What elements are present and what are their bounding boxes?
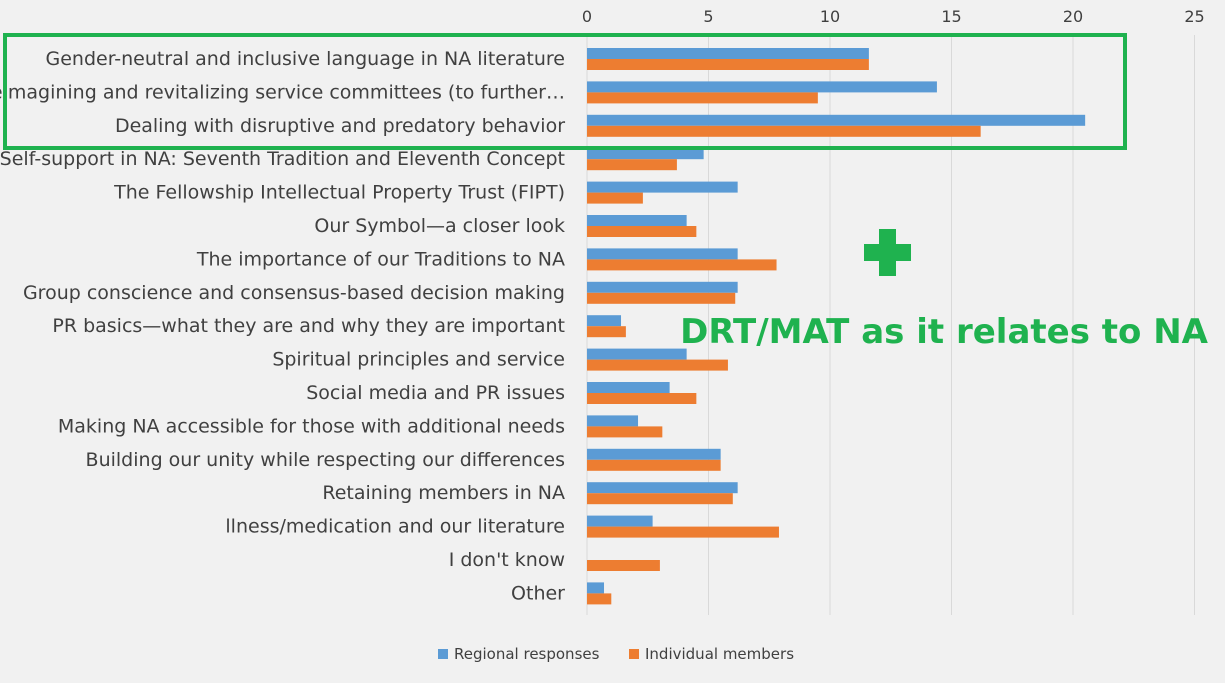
- x-axis-ticks: 0 5 10 15 20 25: [582, 7, 1205, 26]
- bars: [587, 48, 1086, 605]
- category-label: I don't know: [449, 549, 565, 571]
- bar-individual: [587, 459, 721, 471]
- bar-individual: [587, 526, 779, 538]
- bar-regional: [587, 148, 704, 160]
- bar-regional: [587, 114, 1086, 126]
- bar-regional: [587, 315, 622, 327]
- bar-individual: [587, 359, 728, 371]
- bar-individual: [587, 259, 777, 271]
- highlight-box: [3, 33, 1127, 150]
- annotation-text: DRT/MAT as it relates to NA: [680, 312, 1209, 352]
- legend-label: Regional responses: [454, 645, 600, 663]
- bar-regional: [587, 448, 721, 460]
- bar-individual: [587, 59, 869, 70]
- legend-swatch: [629, 649, 639, 659]
- category-label: Self-support in NA: Seventh Tradition an…: [0, 148, 565, 170]
- category-label: Other: [511, 582, 565, 604]
- category-label: Social media and PR issues: [306, 382, 565, 404]
- bar-regional: [587, 281, 738, 293]
- bar-individual: [587, 292, 736, 304]
- x-tick-label: 15: [941, 7, 961, 26]
- bar-individual: [587, 393, 697, 404]
- category-label: Dealing with disruptive and predatory be…: [115, 115, 565, 137]
- bar-individual: [587, 92, 818, 104]
- bar-regional: [587, 482, 738, 494]
- bar-individual: [587, 226, 697, 237]
- bar-individual: [587, 192, 643, 204]
- category-label: The Fellowship Intellectual Property Tru…: [113, 182, 565, 204]
- bar-regional: [587, 81, 937, 93]
- bar-individual: [587, 426, 663, 438]
- bar-regional: [587, 515, 653, 527]
- bar-regional: [587, 348, 687, 360]
- category-label: Group conscience and consensus-based dec…: [23, 282, 565, 304]
- category-label: Building our unity while respecting our …: [86, 449, 565, 471]
- x-tick-label: 10: [820, 7, 840, 26]
- bar-regional: [587, 382, 670, 393]
- bar-regional: [587, 582, 605, 594]
- bar-regional: [587, 215, 687, 226]
- x-tick-label: 20: [1063, 7, 1083, 26]
- category-label: Our Symbol—a closer look: [314, 215, 565, 237]
- category-label: Making NA accessible for those with addi…: [58, 415, 565, 437]
- category-label: The importance of our Traditions to NA: [196, 248, 565, 270]
- bar-regional: [587, 48, 869, 59]
- bar-individual: [587, 159, 677, 171]
- bar-individual: [587, 593, 612, 605]
- category-label: Spiritual principles and service: [272, 349, 565, 371]
- bar-individual: [587, 125, 981, 137]
- plus-icon: [864, 229, 911, 276]
- category-label: llness/medication and our literature: [225, 516, 565, 538]
- legend-label: Individual members: [645, 645, 794, 663]
- category-label: Retaining members in NA: [322, 482, 565, 504]
- category-label: Reimagining and revitalizing service com…: [0, 81, 565, 103]
- x-tick-label: 25: [1184, 7, 1204, 26]
- bar-individual: [587, 560, 660, 571]
- category-label: Gender-neutral and inclusive language in…: [45, 48, 565, 70]
- legend-swatch: [438, 649, 448, 659]
- x-tick-label: 0: [582, 7, 592, 26]
- category-label: PR basics—what they are and why they are…: [52, 315, 565, 337]
- bar-regional: [587, 248, 738, 260]
- category-labels: Gender-neutral and inclusive language in…: [0, 48, 565, 604]
- bar-individual: [587, 326, 626, 338]
- x-tick-label: 5: [703, 7, 713, 26]
- bar-regional: [587, 415, 639, 427]
- legend: Regional responses Individual members: [438, 645, 794, 663]
- bar-regional: [587, 181, 738, 193]
- bar-individual: [587, 493, 733, 505]
